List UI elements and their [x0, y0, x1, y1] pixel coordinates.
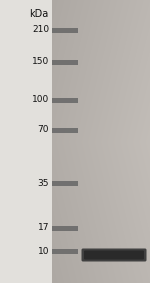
Bar	[52, 248, 78, 254]
Text: 100: 100	[32, 95, 49, 104]
Text: 150: 150	[32, 57, 49, 67]
Bar	[0, 0, 52, 283]
Text: 10: 10	[38, 246, 49, 256]
Bar	[52, 181, 78, 185]
Text: 17: 17	[38, 224, 49, 233]
Text: 35: 35	[38, 179, 49, 188]
Text: kDa: kDa	[29, 9, 48, 19]
FancyBboxPatch shape	[84, 250, 144, 260]
Text: 210: 210	[32, 25, 49, 35]
Bar	[52, 226, 78, 230]
Bar	[52, 128, 78, 132]
Bar	[52, 98, 78, 102]
Text: 70: 70	[38, 125, 49, 134]
FancyBboxPatch shape	[81, 248, 147, 261]
Bar	[52, 59, 78, 65]
Bar	[52, 27, 78, 33]
